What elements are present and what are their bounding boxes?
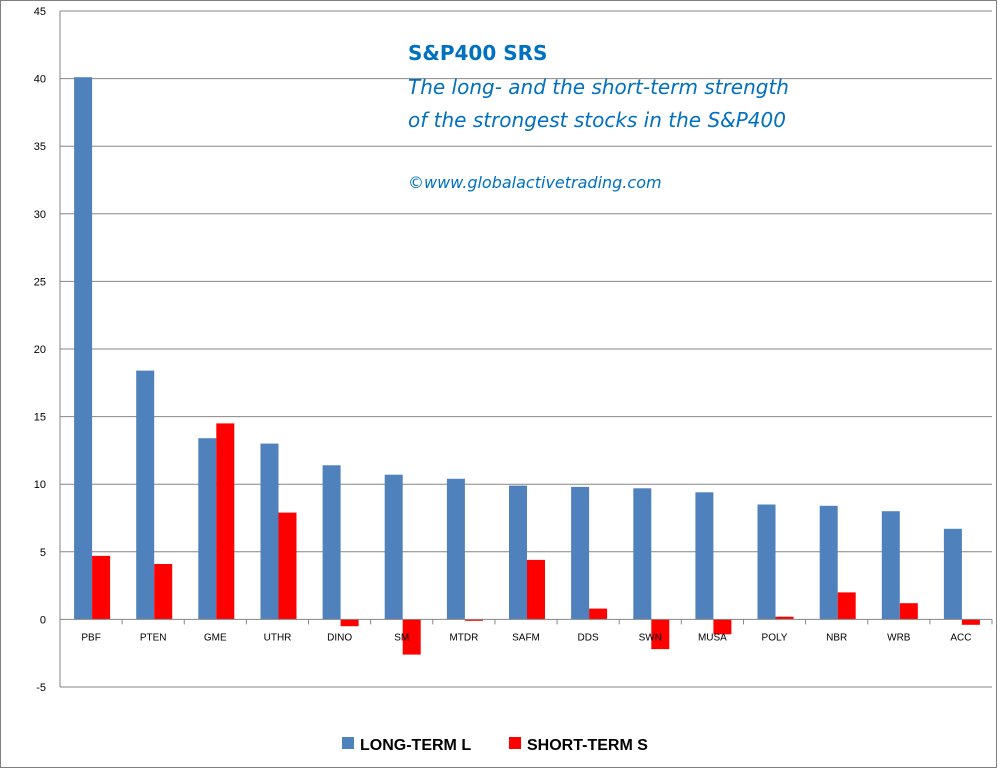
x-tick-label: MUSA <box>698 632 727 643</box>
x-axis-ticks: PBF PTEN GME UTHR DINO SM MTDR SAFM DDS SWN MUSA PO… <box>59 618 993 643</box>
bar-short-term-safm <box>527 559 545 620</box>
legend-label-short-term: SHORT-TERM S <box>527 737 648 754</box>
bar-short-term-swn <box>651 619 670 650</box>
bar-short-term-dds <box>589 608 608 620</box>
x-tick-label: WRB <box>887 632 911 643</box>
legend-swatch-short-term <box>509 737 521 749</box>
bar-long-term-dino <box>322 465 341 620</box>
x-tick-label: PTEN <box>140 632 167 643</box>
bar-long-term-pbf <box>74 77 93 620</box>
bars <box>74 77 980 655</box>
bar-long-term-mtdr <box>446 478 465 620</box>
bar-long-term-swn <box>633 488 652 620</box>
bar-long-term-uthr <box>260 443 279 620</box>
x-tick-label: ACC <box>950 632 971 643</box>
bar-long-term-acc <box>943 528 962 620</box>
bar-long-term-safm <box>509 485 527 620</box>
y-tick-label: 5 <box>40 547 46 559</box>
bar-short-term-nbr <box>837 592 856 620</box>
x-tick-label: MTDR <box>449 632 478 643</box>
chart-title: S&P400 SRS <box>408 41 547 65</box>
y-tick-label: 25 <box>34 276 46 288</box>
bar-short-term-pbf <box>92 555 111 620</box>
bar-short-term-dino <box>340 619 359 627</box>
bar-long-term-pten <box>136 370 155 620</box>
bar-short-term-acc <box>961 619 980 625</box>
y-tick-label: -5 <box>36 682 46 694</box>
y-tick-label: 15 <box>34 412 46 424</box>
bar-long-term-nbr <box>819 505 838 620</box>
y-tick-label: 40 <box>34 74 46 86</box>
bar-long-term-musa <box>695 492 714 620</box>
bar-long-term-sm <box>384 474 403 620</box>
y-tick-label: 10 <box>34 479 46 491</box>
x-tick-label: SM <box>394 632 409 643</box>
legend-swatch-long-term <box>342 737 354 749</box>
y-axis-ticks: -5 0 5 10 15 20 25 30 35 40 45 <box>34 6 46 694</box>
bar-short-term-pten <box>154 564 173 620</box>
bar-short-term-wrb <box>899 603 918 620</box>
chart-subtitle-line-2: of the strongest stocks in the S&P400 <box>408 108 786 132</box>
y-tick-label: 35 <box>34 141 46 153</box>
bar-long-term-gme <box>198 438 217 620</box>
legend-label-long-term: LONG-TERM L <box>360 737 471 754</box>
bar-long-term-dds <box>571 486 590 620</box>
chart-subtitle-line-1: The long- and the short-term strength <box>408 75 789 99</box>
copyright-text: ©www.globalactivetrading.com <box>408 173 662 192</box>
chart-title-block: S&P400 SRS The long- and the short-term … <box>408 41 789 192</box>
x-tick-label: SAFM <box>512 632 540 643</box>
y-tick-label: 20 <box>34 344 46 356</box>
x-tick-label: PBF <box>81 632 100 643</box>
bar-short-term-uthr <box>278 512 297 620</box>
x-tick-label: GME <box>204 632 227 643</box>
x-tick-label: UTHR <box>264 632 292 643</box>
bar-long-term-wrb <box>881 511 900 620</box>
x-tick-label: SWN <box>639 632 662 643</box>
bar-short-term-musa <box>713 619 732 635</box>
x-tick-label: NBR <box>826 632 847 643</box>
x-tick-label: DINO <box>327 632 352 643</box>
x-tick-label: POLY <box>762 632 788 643</box>
bar-short-term-poly <box>775 616 794 620</box>
bar-short-term-gme <box>216 423 235 620</box>
bar-short-term-mtdr <box>464 619 483 621</box>
y-tick-label: 30 <box>34 209 46 221</box>
y-tick-label: 0 <box>40 614 46 626</box>
x-tick-label: DDS <box>578 632 599 643</box>
y-tick-label: 45 <box>34 6 46 18</box>
bar-short-term-sm <box>402 619 421 655</box>
legend: LONG-TERM L SHORT-TERM S <box>342 737 648 754</box>
bar-long-term-poly <box>757 504 776 620</box>
